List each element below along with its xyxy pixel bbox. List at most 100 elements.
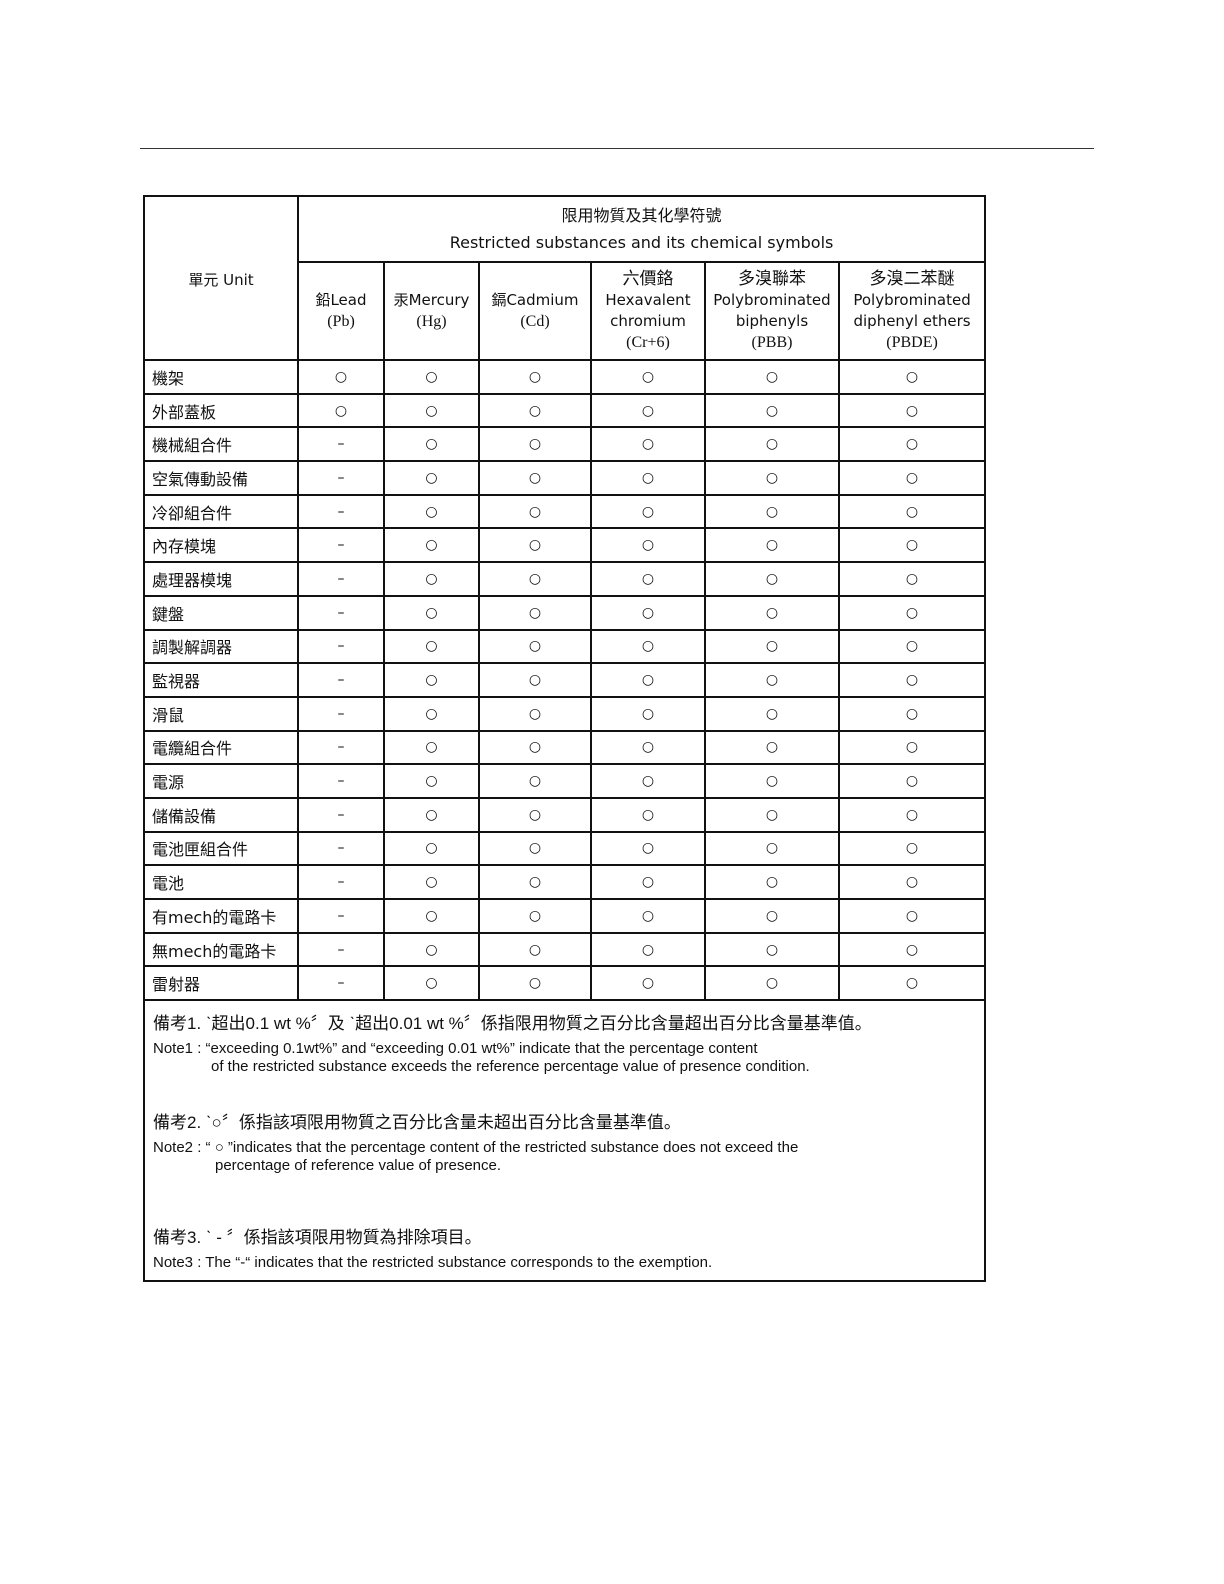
table-row: 監視器 – ○ ○ ○ ○ ○: [143, 662, 987, 698]
substance-cell: ○: [383, 931, 480, 968]
note3-en: Note3 : The “-“ indicates that the restr…: [153, 1254, 713, 1272]
substance-cell: –: [297, 527, 385, 564]
substance-cell: ○: [383, 830, 480, 867]
substance-cell: ○: [704, 460, 840, 496]
row-unit-label: 電池: [143, 864, 299, 900]
row-unit-label: 電源: [143, 763, 299, 799]
substance-cell: –: [297, 729, 385, 766]
substance-cell: ○: [837, 662, 987, 698]
column-header-mercury: 汞Mercury (Hg): [383, 261, 480, 361]
substance-cell: ○: [837, 392, 987, 429]
table-row: 冷卻組合件 – ○ ○ ○ ○ ○: [143, 493, 987, 530]
substance-cell: ○: [383, 965, 480, 1002]
column-name-zh: 多溴聯苯: [738, 269, 806, 289]
group-title-zh: 限用物質及其化學符號: [561, 206, 722, 225]
substance-cell: ○: [478, 864, 592, 900]
row-unit-label: 儲備設備: [143, 796, 299, 833]
substance-cell: ○: [590, 763, 706, 799]
substance-cell: ○: [478, 460, 592, 496]
substance-cell: ○: [590, 898, 706, 934]
substance-cell: ○: [478, 729, 592, 766]
substance-cell: ○: [837, 460, 987, 496]
substance-cell: ○: [704, 493, 840, 530]
substance-cell: ○: [590, 392, 706, 429]
table-row: 電源 – ○ ○ ○ ○ ○: [143, 763, 987, 799]
substance-cell: ○: [837, 527, 987, 564]
substance-cell: ○: [704, 864, 840, 900]
substance-cell: ○: [383, 561, 480, 597]
table-row: 儲備設備 – ○ ○ ○ ○ ○: [143, 796, 987, 833]
substance-cell: ○: [478, 359, 592, 395]
note2-zh: 備考2. ˋ○〞係指該項限用物質之百分比含量未超出百分比含量基準值。: [153, 1113, 681, 1133]
substance-cell: ○: [383, 594, 480, 631]
substance-cell: –: [297, 931, 385, 968]
substance-cell: ○: [297, 359, 385, 395]
substance-cell: ○: [383, 763, 480, 799]
column-name: 汞Mercury: [393, 291, 470, 309]
substance-cell: ○: [590, 527, 706, 564]
row-unit-label: 無mech的電路卡: [143, 931, 299, 968]
note1-en: Note1 : “exceeding 0.1wt%” and “exceedin…: [153, 1040, 976, 1076]
substance-cell: ○: [478, 493, 592, 530]
substance-cell: ○: [590, 493, 706, 530]
substance-cell: ○: [297, 392, 385, 429]
substance-cell: ○: [383, 426, 480, 463]
substance-cell: ○: [478, 695, 592, 732]
column-name: 鎘Cadmium: [491, 291, 579, 309]
substance-cell: ○: [383, 662, 480, 698]
table-row: 外部蓋板 ○ ○ ○ ○ ○ ○: [143, 392, 987, 429]
column-header-hexavalent-chromium: 六價鉻 Hexavalent chromium (Cr+6): [590, 261, 706, 361]
table-row: 處理器模塊 – ○ ○ ○ ○ ○: [143, 561, 987, 597]
substance-cell: ○: [383, 729, 480, 766]
substance-cell: ○: [704, 830, 840, 867]
substance-cell: ○: [590, 460, 706, 496]
column-header-pbb: 多溴聯苯 Polybrominated biphenyls (PBB): [704, 261, 840, 361]
substance-cell: ○: [590, 594, 706, 631]
substance-cell: ○: [590, 931, 706, 968]
group-header: 限用物質及其化學符號 Restricted substances and its…: [296, 195, 987, 263]
substance-cell: ○: [837, 931, 987, 968]
table-row: 滑鼠 – ○ ○ ○ ○ ○: [143, 695, 987, 732]
column-symbol: (Hg): [416, 313, 447, 330]
substance-cell: ○: [837, 561, 987, 597]
substance-cell: –: [297, 898, 385, 934]
column-name: Hexavalent chromium: [605, 291, 691, 330]
substance-cell: ○: [837, 864, 987, 900]
column-header-lead: 鉛Lead (Pb): [297, 261, 385, 361]
substance-cell: ○: [478, 662, 592, 698]
substance-cell: ○: [383, 628, 480, 665]
substance-cell: –: [297, 561, 385, 597]
table-row: 有mech的電路卡 – ○ ○ ○ ○ ○: [143, 898, 987, 934]
table-row: 電纜組合件 – ○ ○ ○ ○ ○: [143, 729, 987, 766]
substance-cell: –: [297, 796, 385, 833]
substance-cell: ○: [837, 594, 987, 631]
substance-cell: ○: [478, 830, 592, 867]
substance-cell: ○: [837, 965, 987, 1002]
substance-cell: ○: [704, 965, 840, 1002]
substance-cell: ○: [383, 359, 480, 395]
table-row: 電池 – ○ ○ ○ ○ ○: [143, 864, 987, 900]
substance-cell: –: [297, 830, 385, 867]
substance-cell: ○: [704, 763, 840, 799]
substance-cell: –: [297, 628, 385, 665]
row-unit-label: 外部蓋板: [143, 392, 299, 429]
substance-cell: ○: [478, 931, 592, 968]
substance-cell: ○: [837, 493, 987, 530]
note1-en-line1: Note1 : “exceeding 0.1wt%” and “exceedin…: [153, 1040, 758, 1058]
substance-cell: ○: [704, 796, 840, 833]
column-name: 鉛Lead: [315, 291, 367, 309]
substance-cell: ○: [590, 830, 706, 867]
substance-cell: ○: [590, 561, 706, 597]
substance-cell: ○: [478, 527, 592, 564]
note2-en-line2: percentage of reference value of presenc…: [215, 1157, 502, 1175]
substance-cell: ○: [704, 594, 840, 631]
note2-en-line1: Note2 : “ ○ ”indicates that the percenta…: [153, 1139, 799, 1157]
substance-cell: ○: [383, 392, 480, 429]
column-symbol: (PBB): [751, 334, 793, 351]
substance-cell: ○: [478, 392, 592, 429]
column-symbol: (Cr+6): [626, 334, 670, 351]
substance-cell: ○: [383, 796, 480, 833]
table-row: 調製解調器 – ○ ○ ○ ○ ○: [143, 628, 987, 665]
row-unit-label: 滑鼠: [143, 695, 299, 732]
column-symbol: (PBDE): [886, 334, 938, 351]
